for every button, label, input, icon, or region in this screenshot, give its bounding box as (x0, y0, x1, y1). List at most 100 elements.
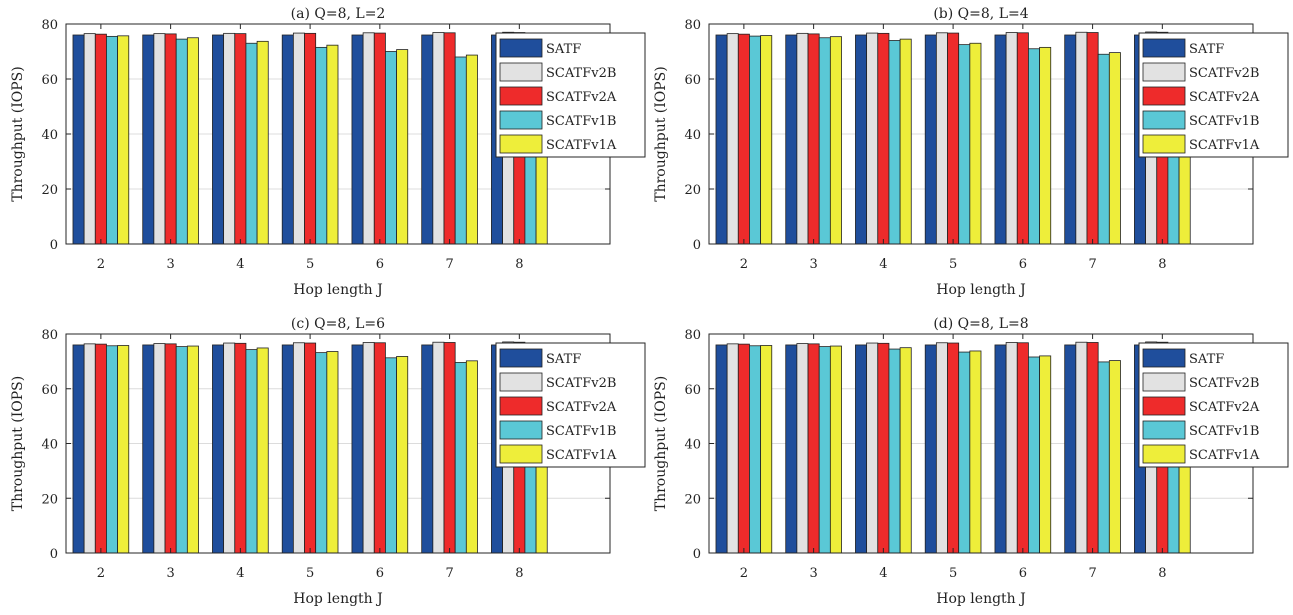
x-tick-label: 8 (1158, 257, 1166, 272)
bar-satf-j5 (281, 34, 294, 245)
bar-scatfv1a-j6 (1039, 46, 1052, 245)
x-tick-label: 5 (949, 257, 957, 272)
bar-scatfv2b-j7 (432, 32, 445, 245)
legend-label: SCATFv1A (1189, 448, 1260, 463)
bar-scatfv2a-j3 (807, 343, 820, 554)
legend-label: SCATFv2B (1189, 66, 1259, 81)
bar-scatfv1a-j4 (256, 347, 269, 554)
bar-scatfv1b-j7 (1097, 361, 1110, 554)
chart-title: (a) Q=8, L=2 (291, 6, 386, 22)
bar-scatfv1b-j2 (749, 35, 762, 245)
bar-scatfv2a-j2 (94, 33, 107, 245)
legend-label: SCATFv1B (1189, 424, 1259, 439)
bar-scatfv2b-j3 (796, 32, 809, 245)
bar-scatfv1a-j5 (969, 350, 982, 554)
y-tick-label: 60 (684, 383, 701, 398)
x-tick-label: 6 (1019, 257, 1027, 272)
bar-scatfv2b-j6 (362, 32, 375, 245)
legend-swatch-scatfv1b (499, 110, 543, 130)
bar-scatfv1a-j3 (829, 36, 842, 245)
bar-scatfv2b-j7 (1075, 341, 1088, 554)
bar-scatfv2b-j5 (292, 32, 305, 245)
legend-label: SCATFv2A (546, 400, 617, 415)
x-tick-label: 4 (879, 257, 887, 272)
bar-scatfv2a-j2 (94, 343, 107, 554)
x-tick-label: 2 (740, 257, 748, 272)
bar-scatfv2a-j3 (164, 343, 177, 554)
bar-scatfv2a-j4 (234, 342, 247, 554)
legend-swatch-scatfv2b (499, 372, 543, 392)
legend-swatch-scatfv1b (499, 420, 543, 440)
bar-satf-j3 (142, 344, 155, 554)
bar-scatfv1a-j6 (396, 49, 409, 245)
x-axis-label: Hop length J (936, 591, 1026, 607)
bar-scatfv1b-j6 (385, 51, 397, 245)
bar-scatfv2a-j7 (443, 342, 456, 554)
bar-scatfv1b-j2 (749, 345, 762, 554)
x-tick-label: 5 (306, 566, 314, 581)
bar-scatfv1b-j2 (106, 35, 119, 245)
bar-scatfv2a-j4 (877, 342, 890, 554)
bar-scatfv1a-j4 (899, 38, 912, 245)
y-tick-label: 60 (41, 383, 58, 398)
bar-scatfv1a-j5 (326, 44, 339, 245)
bar-scatfv2a-j7 (1086, 342, 1099, 554)
legend-label: SCATFv1B (546, 424, 616, 439)
chart-title: (d) Q=8, L=8 (933, 316, 1028, 332)
legend: SATF SCATFv2B SCATFv2A SCATFv1B SCATFv1A (495, 342, 646, 468)
bar-scatfv1b-j7 (1097, 53, 1110, 245)
bar-scatfv1a-j5 (326, 351, 339, 554)
y-tick-label: 40 (41, 438, 58, 453)
bar-scatfv2a-j7 (1086, 32, 1099, 245)
legend-label: SCATFv2A (546, 90, 617, 105)
y-axis-label: Throughput (IOPS) (653, 66, 669, 201)
bar-scatfv1b-j4 (888, 348, 901, 554)
legend-swatch-satf (499, 348, 543, 368)
bar-scatfv1b-j6 (1028, 48, 1040, 245)
x-axis-label: Hop length J (293, 591, 383, 607)
bar-scatfv2b-j2 (726, 343, 739, 554)
legend-label: SCATFv2B (546, 66, 616, 81)
chart-title: (b) Q=8, L=4 (933, 6, 1028, 22)
legend-label: SCATFv1A (1189, 138, 1260, 153)
legend: SATF SCATFv2B SCATFv2A SCATFv1B SCATFv1A (1138, 342, 1289, 468)
bar-satf-j6 (994, 344, 1007, 554)
y-tick-label: 20 (684, 183, 701, 198)
y-tick-label: 80 (41, 328, 58, 343)
bar-scatfv1a-j2 (117, 35, 130, 245)
legend-swatch-scatfv2a (1142, 86, 1186, 106)
bar-scatfv1a-j7 (465, 54, 478, 245)
x-tick-label: 8 (515, 566, 523, 581)
x-tick-label: 2 (97, 566, 105, 581)
x-tick-label: 7 (1088, 257, 1096, 272)
chart-panel-0: 0 20 40 60 80 2 3 4 5 6 7 8 (a) Q=8, L=2 Hop length J… (10, 6, 646, 298)
bar-scatfv2b-j6 (1005, 342, 1018, 554)
bar-scatfv1b-j2 (106, 345, 119, 554)
bar-scatfv2a-j6 (373, 342, 386, 554)
legend-swatch-scatfv2b (1142, 372, 1186, 392)
x-tick-label: 4 (236, 566, 244, 581)
y-tick-label: 40 (684, 128, 701, 143)
bar-scatfv2a-j5 (304, 32, 317, 245)
bar-scatfv2b-j3 (796, 343, 809, 554)
bar-scatfv2b-j4 (866, 32, 879, 245)
bar-scatfv1a-j5 (969, 42, 982, 245)
legend-swatch-satf (499, 38, 543, 58)
bar-scatfv1b-j5 (958, 44, 971, 245)
x-tick-label: 8 (1158, 566, 1166, 581)
x-tick-label: 2 (97, 257, 105, 272)
bar-satf-j4 (855, 344, 868, 554)
chart-panel-1: 0 20 40 60 80 2 3 4 5 6 7 8 (b) Q=8, L=4 Hop length J… (653, 6, 1289, 298)
bar-satf-j5 (924, 34, 937, 245)
bar-scatfv1a-j6 (1039, 355, 1052, 554)
y-tick-label: 20 (41, 183, 58, 198)
y-axis-label: Throughput (IOPS) (10, 66, 26, 201)
legend-swatch-scatfv2a (1142, 396, 1186, 416)
chart-panel-3: 0 20 40 60 80 2 3 4 5 6 7 8 (d) Q=8, L=8 Hop length J… (653, 316, 1289, 607)
bar-scatfv1b-j4 (245, 349, 258, 554)
x-tick-label: 8 (515, 257, 523, 272)
bar-scatfv1a-j6 (396, 356, 409, 554)
bar-scatfv2a-j5 (304, 342, 317, 554)
bar-scatfv2b-j5 (935, 32, 948, 245)
